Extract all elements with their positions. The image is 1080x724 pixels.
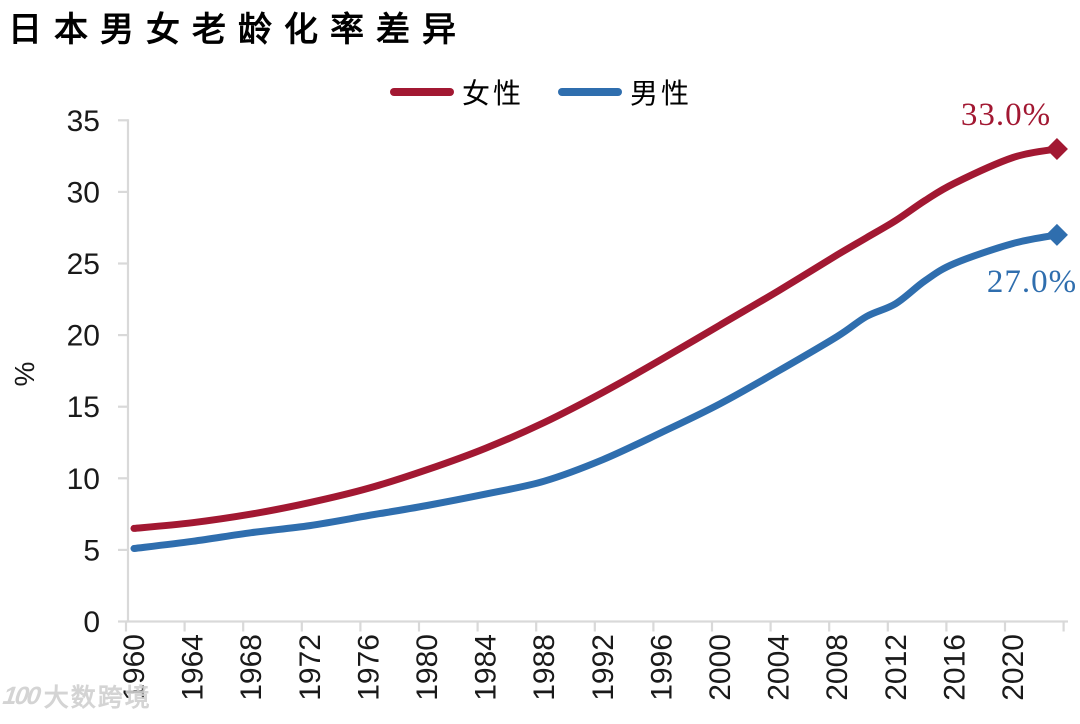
x-tick-label: 1960 [118, 634, 151, 701]
legend-swatch-female-line [390, 88, 454, 96]
x-tick-label: 1992 [587, 634, 620, 701]
x-tick-label: 1984 [470, 634, 503, 701]
y-tick-label: 0 [83, 606, 100, 639]
male-line [130, 231, 1061, 552]
y-tick-label: 10 [67, 463, 100, 496]
x-tick-label: 2020 [997, 634, 1030, 701]
y-axis-title: % [9, 362, 40, 387]
male-end-marker [1045, 223, 1068, 246]
legend-item-male: 男性 [558, 72, 692, 112]
x-tick-label: 1976 [352, 634, 385, 701]
legend-label-male: 男性 [630, 77, 693, 110]
chart-legend: 女性 男性 [390, 74, 692, 110]
y-tick-label: 5 [83, 534, 100, 567]
female-end-value-label: 33.0% [960, 97, 1052, 133]
female-line [130, 145, 1061, 532]
female-end-marker [1045, 137, 1068, 160]
x-tick-label: 2004 [763, 634, 796, 701]
legend-item-female: 女性 [390, 72, 524, 112]
y-tick-label: 30 [67, 176, 100, 209]
y-tick-label: 35 [67, 105, 100, 138]
x-tick-label: 2012 [880, 634, 913, 701]
y-tick-label: 25 [67, 248, 100, 281]
x-tick-label: 2008 [821, 634, 854, 701]
x-tick-label: 1980 [411, 634, 444, 701]
x-tick-label: 2000 [704, 634, 737, 701]
chart-title: 日本男女老龄化率差异 [8, 10, 468, 50]
legend-label-female: 女性 [462, 77, 525, 110]
x-tick-label: 1996 [645, 634, 678, 701]
x-tick-label: 1964 [177, 634, 210, 701]
y-tick-label: 20 [67, 320, 100, 353]
x-tick-label: 1972 [294, 634, 327, 701]
x-tick-label: 2016 [938, 634, 971, 701]
male-end-value-label: 27.0% [986, 264, 1078, 300]
x-tick-label: 1968 [235, 634, 268, 701]
legend-swatch-male-line [558, 88, 623, 96]
x-tick-label: 1988 [528, 634, 561, 701]
y-tick-label: 15 [67, 391, 100, 424]
